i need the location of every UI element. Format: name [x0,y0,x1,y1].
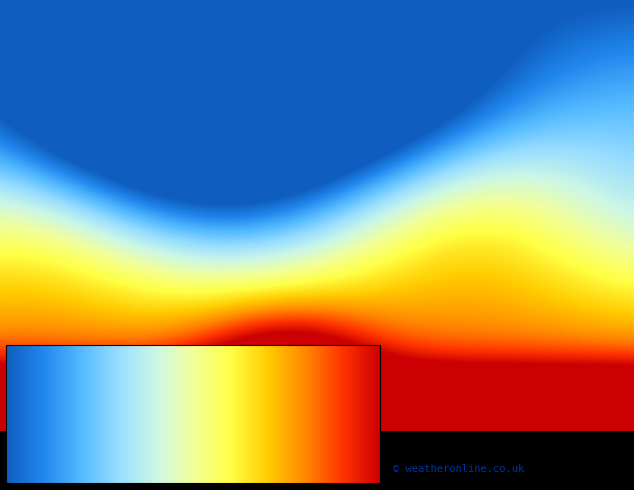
Text: © weatheronline.co.uk: © weatheronline.co.uk [393,464,524,473]
Text: Deep layer shear (0-6km) [m/s] ECMWF: Deep layer shear (0-6km) [m/s] ECMWF [6,434,263,447]
Text: Mo 27-05-2024 18:00 UTC (00+42): Mo 27-05-2024 18:00 UTC (00+42) [393,434,614,447]
